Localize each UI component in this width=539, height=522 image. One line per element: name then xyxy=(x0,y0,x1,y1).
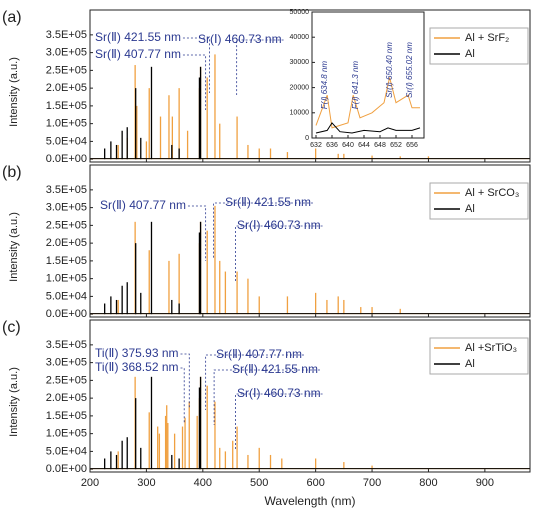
peak-annotation: F(Ⅰ) 641.3 nm xyxy=(351,61,360,109)
y-axis-label: Intensity (a.u.) xyxy=(8,367,20,437)
plot-frame xyxy=(89,9,531,163)
peak-annotation: Sr(Ⅰ) 460.73 nm xyxy=(237,218,321,232)
y-tick-label: 50000 xyxy=(290,9,310,16)
peak-annotation: Sr(Ⅰ) 650.40 nm xyxy=(385,42,394,98)
y-tick-label: 0.0E+00 xyxy=(46,308,87,320)
peak-annotation: F(Ⅰ) 634.8 nm xyxy=(320,61,329,109)
x-tick-label: 800 xyxy=(419,477,437,489)
x-tick-label: 632 xyxy=(310,142,322,149)
legend-label: Al +SrTiO₃ xyxy=(465,342,517,354)
x-tick-label: 400 xyxy=(194,477,212,489)
y-tick-label: 1.5E+05 xyxy=(46,100,87,112)
leader-line xyxy=(180,353,190,409)
y-tick-label: 0.0E+00 xyxy=(46,463,87,475)
legend-label: Al xyxy=(465,203,475,215)
y-tick-label: 2.0E+05 xyxy=(46,392,87,404)
x-tick-label: 652 xyxy=(390,142,402,149)
plot-frame xyxy=(311,11,425,139)
y-tick-label: 5.0E+04 xyxy=(46,445,87,457)
y-tick-label: 5.0E+04 xyxy=(46,135,87,147)
peak-annotation: Sr(Ⅰ) 655.02 nm xyxy=(405,42,414,98)
y-tick-label: 3.5E+05 xyxy=(46,184,87,196)
peak-annotation: Sr(Ⅱ) 407.77 nm xyxy=(100,198,186,212)
y-tick-label: 2.0E+05 xyxy=(46,237,87,249)
leader-line xyxy=(213,369,320,425)
y-tick-label: 2.0E+05 xyxy=(46,82,87,94)
peak-annotation: Sr(Ⅱ) 421.55 nm xyxy=(225,195,311,209)
peak-annotation: Sr(Ⅱ) 407.77 nm xyxy=(95,47,181,61)
x-tick-label: 200 xyxy=(81,477,99,489)
y-tick-label: 3.5E+05 xyxy=(46,339,87,351)
leader-line xyxy=(205,354,304,410)
legend-label: Al + SrF₂ xyxy=(465,32,509,44)
y-tick-label: 1.5E+05 xyxy=(46,410,87,422)
y-tick-label: 20000 xyxy=(290,84,310,91)
y-axis-label: Intensity (a.u.) xyxy=(8,212,20,282)
x-tick-label: 648 xyxy=(374,142,386,149)
y-tick-label: 3.0E+05 xyxy=(46,357,87,369)
y-tick-label: 3.0E+05 xyxy=(46,202,87,214)
panel: 0.0E+00 5.0E+04 1.0E+05 1.5E+05 2.0E+05 2.5E+… xyxy=(2,9,531,165)
spectrum-line xyxy=(315,122,421,134)
y-tick-label: 1.5E+05 xyxy=(46,255,87,267)
y-tick-label: 0 xyxy=(305,135,309,142)
y-tick-label: 0.0E+00 xyxy=(46,153,87,165)
inset: 0 10000 20000 30000 40000 50000 632 636 640 644 64… xyxy=(290,9,425,149)
legend-box xyxy=(429,182,529,220)
leader-line xyxy=(182,54,207,110)
y-tick-label: 2.5E+05 xyxy=(46,64,87,76)
leader-line xyxy=(235,393,323,449)
panel-label: (c) xyxy=(2,319,21,336)
x-tick-label: 636 xyxy=(326,142,338,149)
spectrum-line xyxy=(315,77,420,129)
peak-annotation: Ti(Ⅱ) 375.93 nm xyxy=(95,346,179,360)
legend-box xyxy=(429,27,529,65)
y-tick-label: 1.0E+05 xyxy=(46,428,87,440)
x-tick-label: 600 xyxy=(306,477,324,489)
leader-line xyxy=(180,367,185,423)
plot-frame xyxy=(89,164,531,318)
y-tick-label: 2.5E+05 xyxy=(46,374,87,386)
peak-annotation: Ti(Ⅱ) 368.52 nm xyxy=(95,360,179,374)
panel-label: (b) xyxy=(2,164,22,181)
y-tick-label: 1.0E+05 xyxy=(46,273,87,285)
peak-annotation: Sr(Ⅱ) 407.77 nm xyxy=(216,347,302,361)
leader-line xyxy=(235,225,323,281)
y-tick-label: 30000 xyxy=(290,59,310,66)
leader-line xyxy=(213,202,313,258)
y-tick-label: 3.0E+05 xyxy=(46,47,87,59)
plot-frame xyxy=(89,319,531,473)
peak-annotation: Sr(Ⅰ) 460.73 nm xyxy=(237,386,321,400)
legend-label: Al + SrCO₃ xyxy=(465,187,519,199)
legend-label: Al xyxy=(465,48,475,60)
y-axis-label: Intensity (a.u.) xyxy=(8,57,20,127)
x-tick-label: 640 xyxy=(342,142,354,149)
y-tick-label: 40000 xyxy=(290,34,310,41)
y-tick-label: 3.5E+05 xyxy=(46,29,87,41)
panel-label: (a) xyxy=(2,9,22,26)
x-tick-label: 644 xyxy=(358,142,370,149)
legend-box xyxy=(429,337,529,375)
leader-line xyxy=(236,39,284,95)
x-tick-label: 500 xyxy=(250,477,268,489)
leader-line xyxy=(182,37,210,93)
peak-annotation: Sr(Ⅱ) 421.55 nm xyxy=(232,362,318,376)
panel: 0.0E+00 5.0E+04 1.0E+05 1.5E+05 2.0E+05 2.5E+… xyxy=(2,164,531,320)
x-axis-label: Wavelength (nm) xyxy=(265,494,356,508)
legend-label: Al xyxy=(465,358,475,370)
peak-annotation: Sr(Ⅰ) 460.73 nm xyxy=(198,32,282,46)
y-tick-label: 2.5E+05 xyxy=(46,219,87,231)
panel: 0.0E+00 5.0E+04 1.0E+05 1.5E+05 2.0E+05 2.5E+… xyxy=(2,319,531,508)
x-tick-label: 656 xyxy=(406,142,418,149)
y-tick-label: 10000 xyxy=(290,110,310,117)
x-tick-label: 700 xyxy=(363,477,381,489)
y-tick-label: 5.0E+04 xyxy=(46,290,87,302)
peak-annotation: Sr(Ⅱ) 421.55 nm xyxy=(95,30,181,44)
leader-line xyxy=(187,205,207,261)
x-tick-label: 300 xyxy=(137,477,155,489)
x-tick-label: 900 xyxy=(476,477,494,489)
y-tick-label: 1.0E+05 xyxy=(46,118,87,130)
